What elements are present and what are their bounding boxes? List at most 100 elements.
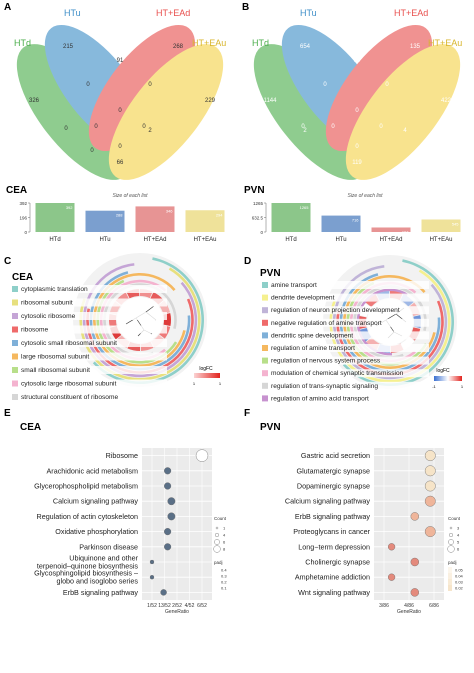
venn-label: HT+EAu [428, 38, 462, 48]
venn-count: 2 [303, 128, 307, 134]
legend-colorbar-step [214, 579, 218, 585]
legend-item-background [261, 344, 429, 352]
panel-b: B HTu HT+EAd HTd HT+EAu 654 135 60 1144 … [242, 2, 462, 243]
term-label: Wnt signaling pathway [298, 588, 370, 597]
legend-label: regulation of trans-synaptic signaling [271, 383, 378, 390]
venn-count: 0 [301, 124, 305, 130]
logfc-colorbar: logFC 1 1 [193, 366, 222, 386]
dot-plot: 1/52 13/52 2/52 4/52 6/52 GeneRatio Ribosome Ar… [34, 448, 227, 615]
venn-set-ht-eau [345, 44, 461, 180]
x-tick-label: 4/52 [185, 603, 195, 609]
legend-label: cytosolic ribosome [21, 313, 76, 320]
venn-count: 0 [331, 124, 335, 130]
legend-tick: 4 [223, 533, 226, 538]
term-label: Amphetamine addiction [295, 573, 370, 582]
term-label: Glutamatergic synapse [296, 466, 370, 475]
enrichment-dot [410, 588, 419, 597]
legend-swatch [262, 332, 268, 339]
term-label: Cholinergic synapse [305, 558, 370, 567]
venn-count: 1144 [264, 98, 278, 104]
legend-item-background [261, 306, 429, 315]
colorbar-tick: 1 [461, 384, 464, 389]
panel-d: D PVN amine transport dendrite developmen… [244, 255, 464, 403]
legend-tick: 5 [457, 540, 460, 545]
dot-plot: 3/86 4/86 6/86 GeneRatio Gastric acid secret… [285, 448, 464, 615]
venn-label: HTu [300, 8, 317, 18]
venn-count: 0 [94, 124, 98, 130]
term-label: ErbB signaling pathway [295, 512, 371, 521]
dendrogram-branch [145, 305, 155, 313]
venn-count: 0 [148, 82, 152, 88]
enrichment-dot [424, 480, 436, 492]
legend-label: negative regulation of amine transport [271, 320, 382, 327]
legend-item-background [11, 312, 167, 320]
legend-swatch [262, 357, 268, 364]
legend-label: dendritic spine development [271, 332, 353, 339]
enrichment-dot [388, 543, 396, 551]
venn-count: 229 [205, 98, 216, 104]
legend-title: padj [214, 560, 223, 565]
enrichment-dot [149, 559, 155, 565]
bar-subtitle: Size of each list [347, 193, 383, 199]
venn-count: 422 [441, 98, 452, 104]
legend-swatch [262, 319, 268, 326]
legend-label: dendrite development [271, 295, 335, 302]
bar-value-label: 346 [166, 208, 173, 213]
legend-item-background [11, 339, 167, 347]
legend-label: cytosolic large ribosomal subunit [21, 381, 116, 388]
legend-label: regulation of neuron projection developm… [271, 307, 400, 314]
legend-label: regulation of amine transport [271, 345, 355, 352]
legend-item-background [261, 318, 429, 327]
legend-swatch [12, 326, 18, 333]
venn-diagram [253, 24, 461, 180]
venn-count: 326 [29, 98, 40, 104]
bar-value-label: 197 [402, 229, 409, 234]
term-legend: amine transport dendrite development regul… [261, 281, 429, 403]
venn-set-labels: HTu HT+EAd HTd HT+EAu [252, 8, 462, 48]
venn-count: 0 [355, 108, 359, 114]
venn-set-ht-eau [108, 44, 224, 180]
legend-label: large ribosomal subunit [21, 354, 89, 361]
logfc-colorbar: logFC -1 1 [432, 368, 464, 389]
legend-colorbar-step [448, 579, 452, 585]
legend-label: structural constituent of ribosome [21, 394, 118, 401]
legend-tick: 0.2 [221, 580, 227, 585]
venn-count: 0 [142, 124, 146, 130]
enrichment-dot [410, 512, 419, 521]
legend-swatch [12, 380, 18, 387]
legend-item-background [261, 356, 429, 365]
panel-letter: F [244, 408, 250, 419]
venn-count: 66 [117, 160, 124, 166]
venn-count: 215 [63, 44, 74, 50]
legend-label: regulation of nervous system process [271, 358, 381, 365]
legend-label: modulation of chemical synaptic transmis… [271, 370, 404, 377]
colorbar-tick: 1 [193, 381, 196, 386]
enrichment-dot [164, 482, 172, 490]
legend-dot [449, 526, 453, 530]
legend-dot [448, 539, 454, 545]
bar-value-label: 716 [352, 218, 359, 223]
legend-tick: 0.02 [455, 586, 464, 591]
venn-count: 0 [64, 126, 68, 132]
bar-value-label: 545 [452, 222, 459, 227]
y-tick-label: 392 [19, 201, 27, 206]
venn-count: 4 [403, 128, 407, 134]
venn-count: 2 [148, 128, 152, 134]
legend-label: amine transport [271, 282, 317, 289]
legend-item-background [11, 393, 167, 401]
bar [371, 227, 411, 232]
x-tick-label: 4/86 [404, 603, 414, 609]
legend-dot [215, 526, 219, 530]
colorbar [434, 376, 462, 381]
legend-tick: 8 [223, 547, 226, 552]
bar [135, 206, 175, 232]
x-tick-label: 1/52 [147, 603, 157, 609]
legend-tick: 3 [457, 526, 460, 531]
legend-item-background [11, 366, 167, 374]
venn-counts: 215 268 91 326 0 0 229 0 0 0 0 0 0 2 66 [29, 44, 216, 166]
bar [185, 210, 225, 232]
legend-tick: 1 [223, 526, 226, 531]
venn-count: 0 [379, 124, 383, 130]
bar [35, 203, 75, 232]
legend-title: padj [448, 560, 457, 565]
